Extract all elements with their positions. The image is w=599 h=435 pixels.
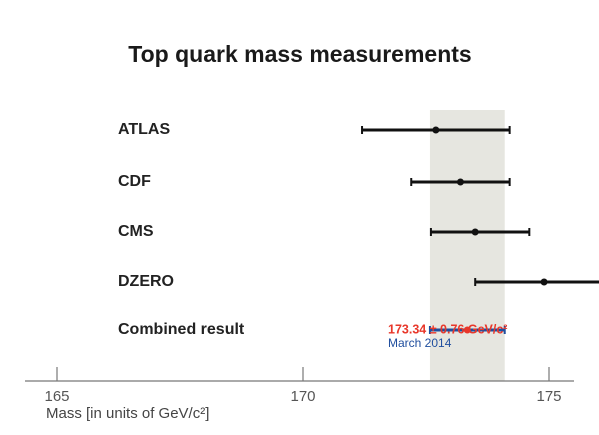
combined-result-group: Combined result 173.34 ± 0.76 GeV/c² Mar… bbox=[118, 321, 507, 350]
x-axis: 165170175180 Mass [in units of GeV/c²] bbox=[25, 367, 574, 422]
tick-label-175: 175 bbox=[536, 388, 561, 405]
point-dzero bbox=[540, 278, 548, 286]
label-cms: CMS bbox=[118, 223, 154, 240]
chart-title: Top quark mass measurements bbox=[128, 41, 471, 67]
point-cms bbox=[471, 228, 479, 236]
combined-uncertainty-band bbox=[429, 110, 505, 381]
tick-label-170: 170 bbox=[290, 388, 315, 405]
measurement-rows: ATLAS CDF CMS DZERO bbox=[118, 121, 599, 290]
tick-label-165: 165 bbox=[44, 388, 69, 405]
combined-date-text: March 2014 bbox=[388, 336, 452, 350]
x-axis-title: Mass [in units of GeV/c²] bbox=[46, 405, 209, 422]
combined-point bbox=[463, 326, 471, 334]
combined-result-label: Combined result bbox=[118, 321, 245, 338]
x-axis-ticks: 165170175180 bbox=[44, 367, 562, 405]
label-dzero: DZERO bbox=[118, 273, 174, 290]
combined-value-text: 173.34 ± 0.76 GeV/c² bbox=[388, 322, 507, 336]
point-atlas bbox=[432, 126, 440, 134]
label-cdf: CDF bbox=[118, 173, 151, 190]
point-cdf bbox=[456, 178, 464, 186]
label-atlas: ATLAS bbox=[118, 121, 170, 138]
